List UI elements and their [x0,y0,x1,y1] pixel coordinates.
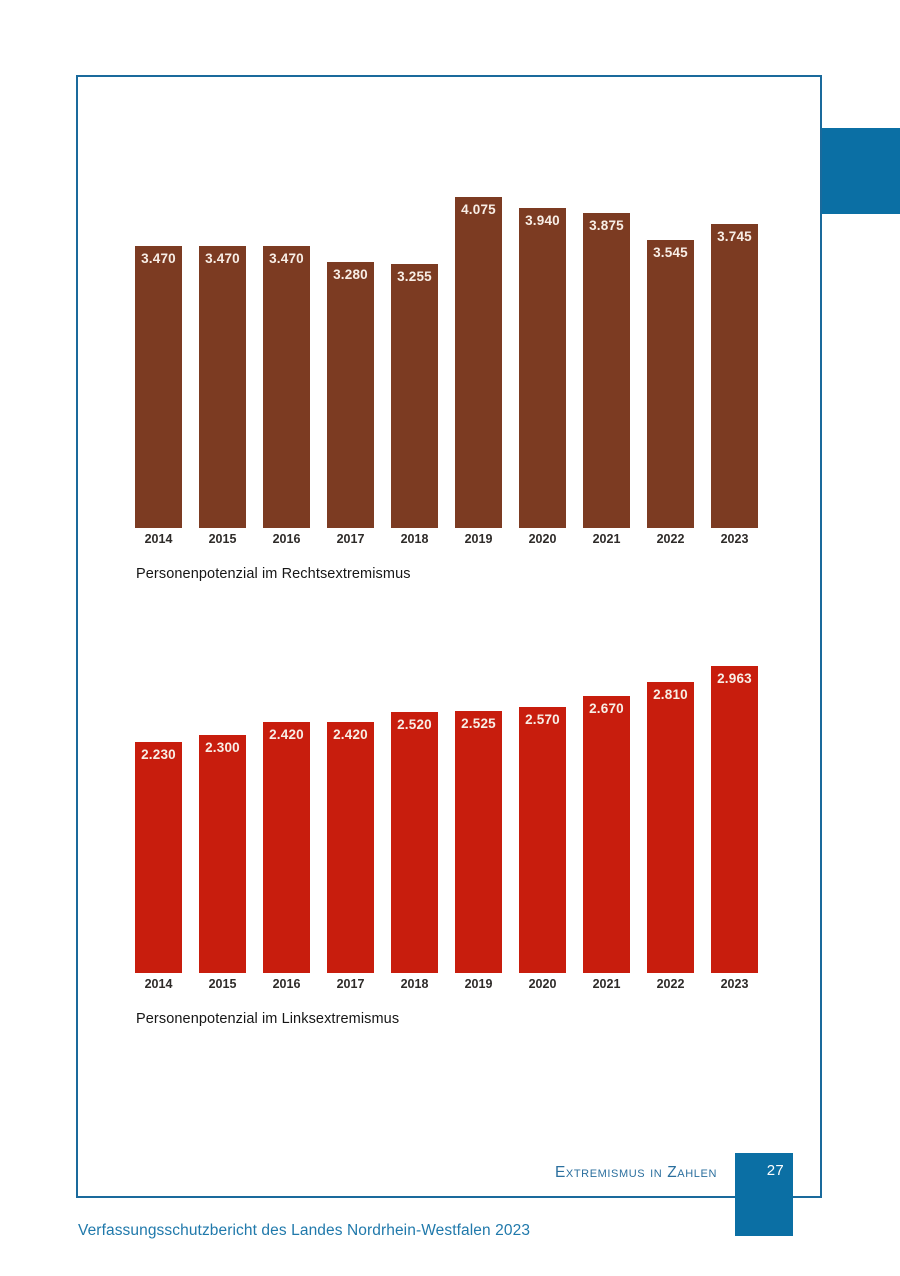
x-axis-tick-label: 2020 [528,532,557,546]
x-axis-tick-label: 2014 [144,532,173,546]
bar-value-label: 3.940 [525,213,560,228]
bar-2019: 2.525 [455,711,502,973]
bar-2014: 3.470 [135,246,182,528]
x-axis-tick-label: 2018 [400,532,429,546]
bar-value-label: 2.420 [269,727,304,742]
x-axis-tick-label: 2015 [208,532,237,546]
x-axis-tick-label: 2020 [528,977,557,991]
bar-2019: 4.075 [455,197,502,528]
bar-value-label: 2.230 [141,747,176,762]
x-axis-tick-label: 2019 [464,977,493,991]
page-number: 27 [766,1162,784,1179]
bar-2015: 2.300 [199,735,246,973]
bar-2018: 3.255 [391,264,438,528]
bar-2021: 3.875 [583,213,630,528]
report-footer-title: Verfassungsschutzbericht des Landes Nord… [78,1222,531,1239]
bar-value-label: 4.075 [461,202,496,217]
bar-2016: 3.470 [263,246,310,528]
chart-x-axis: 2014 2015 2016 2017 2018 2019 2020 2021 2022 2023 [135,532,758,546]
bar-2020: 2.570 [519,707,566,973]
bar-2017: 2.420 [327,722,374,973]
bar-2022: 2.810 [647,682,694,973]
x-axis-tick-label: 2018 [400,977,429,991]
x-axis-tick-label: 2017 [336,532,365,546]
chart-plot-area: 2.230 2.300 2.420 2.420 2.520 2.525 2.570 2.670… [135,666,758,973]
bar-2018: 2.520 [391,712,438,973]
x-axis-tick-label: 2019 [464,532,493,546]
bar-value-label: 3.255 [397,269,432,284]
chart-caption-linksextremismus: Personenpotenzial im Linksextremismus [136,1011,400,1027]
bar-value-label: 3.280 [333,267,368,282]
x-axis-tick-label: 2015 [208,977,237,991]
page-border-frame [76,75,822,1198]
bar-2023: 2.963 [711,666,758,973]
section-title: Extremismus in Zahlen [554,1164,717,1181]
x-axis-tick-label: 2016 [272,977,301,991]
bar-2017: 3.280 [327,262,374,528]
x-axis-tick-label: 2022 [656,532,685,546]
bar-chart-rechtsextremismus: 3.470 3.470 3.470 3.280 3.255 4.075 3.940 3.875… [135,197,758,546]
bar-chart-linksextremismus: 2.230 2.300 2.420 2.420 2.520 2.525 2.570 2.670… [135,666,758,991]
bar-2015: 3.470 [199,246,246,528]
page-number-box: 27 [735,1153,793,1236]
x-axis-tick-label: 2016 [272,532,301,546]
bar-value-label: 2.420 [333,727,368,742]
x-axis-tick-label: 2021 [592,977,621,991]
chart-plot-area: 3.470 3.470 3.470 3.280 3.255 4.075 3.940 3.875… [135,197,758,528]
x-axis-tick-label: 2021 [592,532,621,546]
chart-x-axis: 2014 2015 2016 2017 2018 2019 2020 2021 2022 2023 [135,977,758,991]
bar-value-label: 3.470 [269,251,304,266]
x-axis-tick-label: 2023 [720,977,749,991]
bar-2016: 2.420 [263,722,310,973]
x-axis-tick-label: 2014 [144,977,173,991]
bar-2014: 2.230 [135,742,182,973]
bar-value-label: 2.300 [205,740,240,755]
bar-value-label: 3.875 [589,218,624,233]
chart-caption-rechtsextremismus: Personenpotenzial im Rechtsextremismus [136,566,411,582]
bar-value-label: 2.520 [397,717,432,732]
bar-value-label: 3.470 [141,251,176,266]
x-axis-tick-label: 2022 [656,977,685,991]
bar-value-label: 2.963 [717,671,752,686]
bar-value-label: 2.810 [653,687,688,702]
bar-2021: 2.670 [583,696,630,973]
bar-value-label: 3.745 [717,229,752,244]
bar-value-label: 3.470 [205,251,240,266]
bar-value-label: 2.525 [461,716,496,731]
bar-value-label: 3.545 [653,245,688,260]
x-axis-tick-label: 2023 [720,532,749,546]
bar-2023: 3.745 [711,224,758,528]
bar-2020: 3.940 [519,208,566,528]
bar-2022: 3.545 [647,240,694,528]
bar-value-label: 2.570 [525,712,560,727]
x-axis-tick-label: 2017 [336,977,365,991]
chapter-side-tab [822,128,900,214]
bar-value-label: 2.670 [589,701,624,716]
